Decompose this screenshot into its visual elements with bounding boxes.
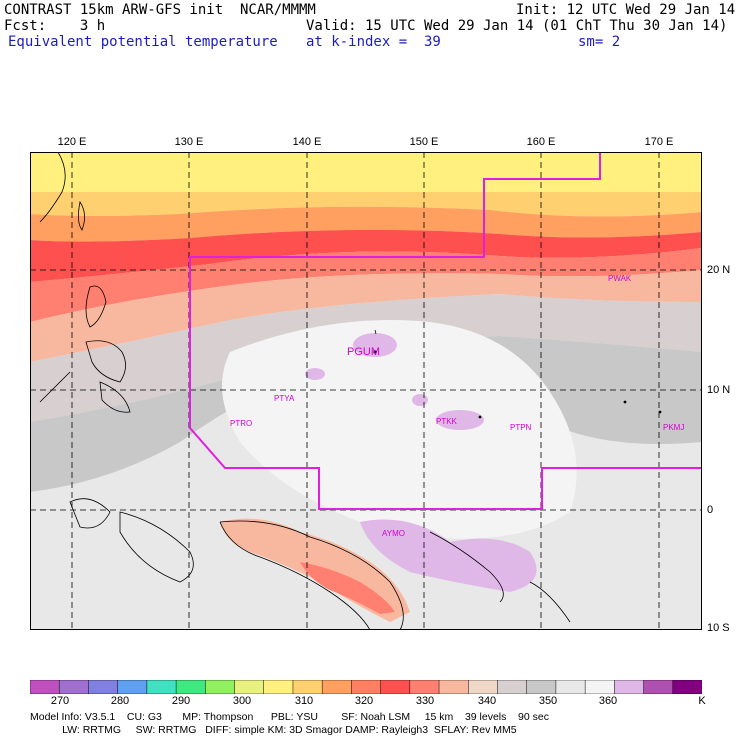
band-350 [30,294,702,422]
colorbar-swatch [497,680,528,694]
lilac-patch [412,394,428,406]
lat-label: 10 S [707,622,730,634]
valid-time: Valid: 15 UTC Wed 29 Jan 14 (01 ChT Thu … [306,18,728,34]
colorbar-swatch [117,680,148,694]
colorbar-label: 360 [598,695,618,707]
colorbar-label: 280 [110,695,130,707]
coastlines [39,152,662,630]
field-name: Equivalent potential temperature [8,34,278,50]
lon-label: 120 E [57,136,87,148]
station-label: PKMJ [663,423,684,432]
band-335 [30,248,702,322]
lon-label: 160 E [526,136,556,148]
colorbar-label: 330 [415,695,435,707]
level-index: at k-index = 39 [306,34,441,50]
colorbar-swatch [321,680,353,694]
colorbar-label: 350 [538,695,558,707]
colorbar-swatch [146,680,177,694]
model-title: CONTRAST 15km ARW-GFS init NCAR/MMMM [4,2,316,18]
station-label: PTYA [274,394,295,403]
colorbar-label: 310 [294,695,314,707]
station-label: PTPN [510,423,532,432]
colorbar-unit: K [698,695,706,707]
band-310 [30,152,702,192]
init-time: Init: 12 UTC Wed 29 Jan 14 [516,2,736,18]
lon-label: 130 E [174,136,204,148]
colorbar-swatch [175,680,207,694]
colorbar-label: 340 [477,695,497,707]
colorbar [30,680,702,694]
smoothing: sm= 2 [578,34,621,50]
colorbar-swatch [584,680,616,694]
colorbar-swatch [438,680,470,694]
lilac-patch [305,368,325,380]
colorbar-swatch [672,680,702,694]
lat-label: 10 N [707,384,731,396]
band-320 [30,192,702,217]
lat-label: 20 N [707,264,731,276]
lilac-patch [360,519,537,592]
colorbar-swatch [409,680,440,694]
colorbar-swatch [526,680,557,694]
station-label: PTKK [436,417,458,426]
lon-label: 140 E [292,136,322,148]
model-info-line2: LW: RRTMG SW: RRTMG DIFF: simple KM: 3D … [30,724,517,736]
band-325 [30,206,702,242]
colorbar-label: 300 [232,695,252,707]
lon-label: 170 E [644,136,674,148]
highland-330 [300,562,395,614]
forecast-hour: Fcst: 3 h [4,18,106,34]
band-330 [30,229,702,282]
colorbar-swatch [58,680,90,694]
colorbar-label: 270 [50,695,70,707]
colorbar-label: 290 [171,695,191,707]
colorbar-swatch [468,680,499,694]
colorbar-swatch [351,680,382,694]
station-label: PWAK [608,274,632,283]
colorbar-label: 320 [354,695,374,707]
lilac-patch [436,410,484,430]
colorbar-swatch [555,680,586,694]
colorbar-swatch [234,680,265,694]
lat-label: 0 [707,504,714,516]
theta-e-map: PGUM PWAK PTYA PTRO PTKK PTPN PKMJ AYMO [30,152,702,630]
domain-boundary [189,152,702,510]
colorbar-swatch [292,680,323,694]
lon-label: 150 E [409,136,439,148]
station-label: AYMO [382,529,405,538]
colorbar-swatch [205,680,236,694]
colorbar-swatch [263,680,294,694]
station-label: PTRO [230,419,252,428]
model-info-line1: Model Info: V3.5.1 CU: G3 MP: Thompson P… [30,711,549,723]
colorbar-swatch [614,680,645,694]
colorbar-swatch [643,680,674,694]
station-label: PGUM [347,346,380,358]
lilac-patch [353,333,397,357]
band-340 [30,270,702,362]
colorbar-swatch [88,680,119,694]
colorbar-swatch [380,680,411,694]
colorbar-swatch [30,680,60,694]
map-frame [30,152,702,630]
